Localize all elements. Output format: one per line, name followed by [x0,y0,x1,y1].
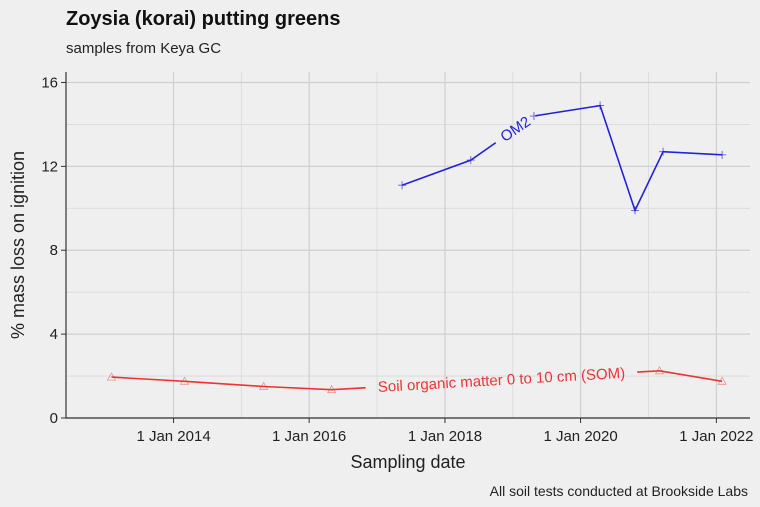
x-tick-label: 1 Jan 2016 [272,428,346,445]
x-tick-label: 1 Jan 2020 [543,428,617,445]
series-label: Soil organic matter 0 to 10 cm (SOM) [377,365,625,396]
series-line [111,369,723,391]
x-tick-label: 1 Jan 2022 [679,428,753,445]
y-tick-label: 12 [41,158,58,175]
grid [66,72,750,419]
series-0: OM2 [398,101,727,215]
y-tick-label: 4 [50,326,58,343]
x-axis-title: Sampling date [350,452,465,472]
data-point [326,384,337,394]
data-point [179,376,190,385]
series-1: Soil organic matter 0 to 10 cm (SOM) [106,365,727,396]
y-tick-label: 0 [50,410,58,427]
data-point [466,156,475,165]
series-label: OM2 [497,113,533,146]
axes: 0 4 8 12 16 1 Jan 2014 1 Jan 2016 1 Jan 2018 1 J… [41,72,753,445]
data-point [258,381,269,390]
data-point [718,150,727,159]
data-point [398,181,407,190]
data-point [659,147,668,156]
data-point [631,206,640,215]
y-tick-label: 8 [50,242,58,259]
chart-subtitle: samples from Keya GC [66,40,222,57]
series-line [401,104,723,213]
y-tick-label: 16 [41,74,58,91]
series-layer: OM2 Soil organic matter 0 to 10 cm (SOM) [106,101,727,396]
x-tick-label: 1 Jan 2018 [408,428,482,445]
chart-caption: All soil tests conducted at Brookside La… [489,483,748,499]
x-tick-label: 1 Jan 2014 [136,428,210,445]
data-point [717,376,727,385]
data-point [529,112,538,121]
data-point [106,372,117,381]
data-point [654,366,665,375]
y-axis-title: % mass loss on ignition [8,151,28,339]
chart-title: Zoysia (korai) putting greens [66,8,341,30]
data-point [596,101,605,110]
